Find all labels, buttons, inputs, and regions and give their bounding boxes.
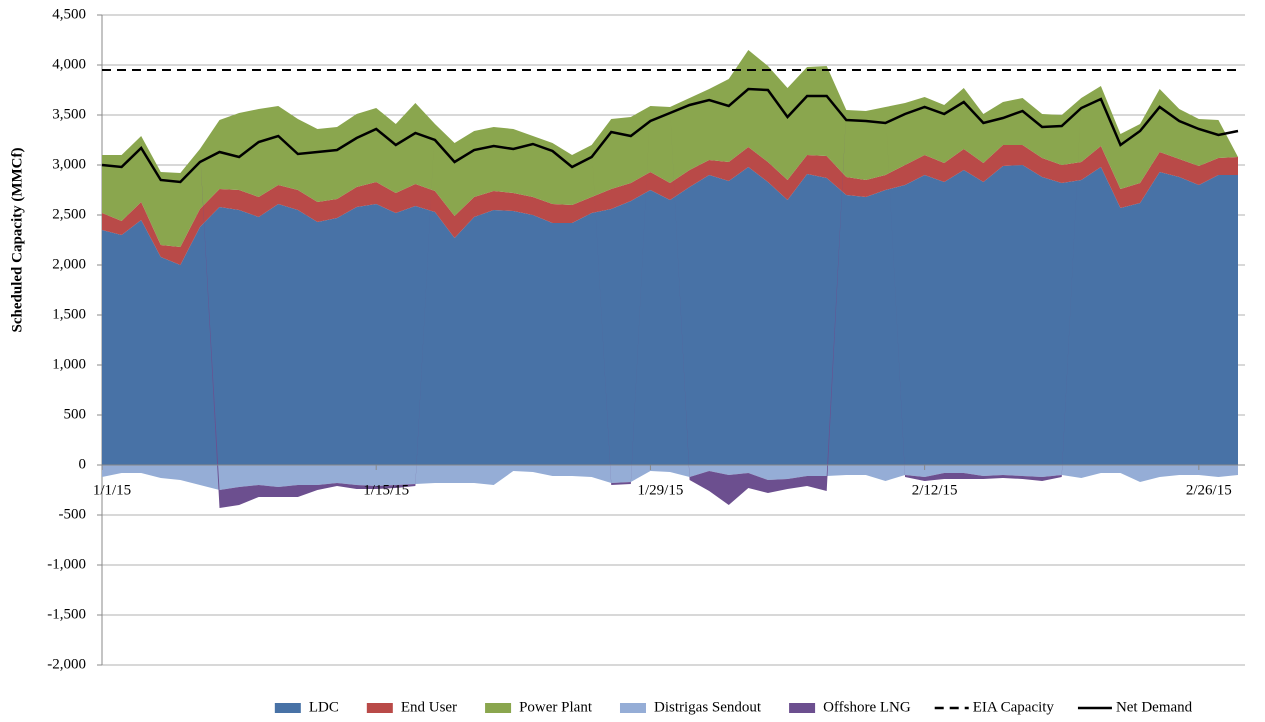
legend-swatch bbox=[274, 703, 301, 713]
area bbox=[102, 145, 1238, 265]
y-tick-label: 4,000 bbox=[52, 56, 86, 72]
y-tick-label: 2,500 bbox=[52, 206, 86, 222]
legend-label: EIA Capacity bbox=[973, 699, 1055, 715]
area bbox=[102, 50, 1238, 247]
y-tick-label: -1,000 bbox=[47, 556, 86, 572]
legend-label: Power Plant bbox=[519, 699, 593, 715]
y-tick-label: -1,500 bbox=[47, 606, 86, 622]
legend-label: LDC bbox=[309, 699, 339, 715]
y-tick-label: 2,000 bbox=[52, 256, 86, 272]
legend-swatch bbox=[789, 703, 816, 713]
y-tick-label: 1,500 bbox=[52, 306, 86, 322]
x-tick-label: 1/29/15 bbox=[637, 482, 683, 498]
y-tick-label: -2,000 bbox=[47, 656, 86, 672]
area bbox=[102, 165, 1238, 465]
legend-swatch bbox=[366, 703, 393, 713]
line bbox=[101, 87, 1239, 184]
legend-swatch bbox=[619, 703, 646, 713]
x-tick-label: 2/26/15 bbox=[1186, 482, 1232, 498]
y-tick-label: 3,500 bbox=[52, 106, 86, 122]
y-tick-label: 1,000 bbox=[52, 356, 86, 372]
legend-label: End User bbox=[401, 699, 457, 715]
legend-label: Offshore LNG bbox=[823, 699, 911, 715]
legend-swatch bbox=[485, 703, 512, 713]
x-tick-label: 2/12/15 bbox=[912, 482, 958, 498]
legend: LDC End User Power Plant Distrigas Sendout O… bbox=[274, 699, 1193, 715]
x-tick-label: 1/1/15 bbox=[93, 482, 131, 498]
legend-label: Distrigas Sendout bbox=[654, 699, 762, 715]
y-tick-label: 0 bbox=[79, 456, 87, 472]
x-tick-label: 1/15/15 bbox=[363, 482, 409, 498]
y-tick-label: 3,000 bbox=[52, 156, 86, 172]
y-axis-title: Scheduled Capacity (MMCf) bbox=[9, 148, 25, 333]
y-tick-label: 500 bbox=[64, 406, 87, 422]
y-tick-label: -500 bbox=[59, 506, 87, 522]
legend-label: Net Demand bbox=[1116, 699, 1193, 715]
y-tick-label: 4,500 bbox=[52, 6, 86, 22]
area bbox=[102, 465, 1238, 490]
